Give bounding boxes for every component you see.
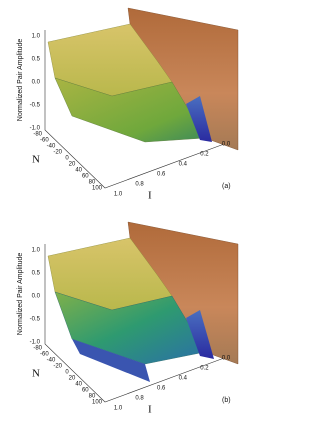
n-tick-label: -40 — [47, 144, 56, 150]
n-tick-label: -20 — [53, 150, 62, 156]
i-tick-label: 0.0 — [222, 142, 231, 148]
z-tick-label: 0.5 — [32, 271, 41, 277]
n-tick-label: 100 — [92, 186, 103, 192]
z-tick-label: 0.5 — [32, 57, 41, 63]
z-axis-label: Normalized Pair Amplitude — [17, 253, 24, 336]
z-tick-label: 0.0 — [32, 294, 41, 300]
panel-label: (b) — [222, 397, 231, 404]
n-tick-label: 0 — [65, 156, 69, 162]
n-tick-label: 20 — [69, 376, 76, 382]
z-axis-label: Normalized Pair Amplitude — [17, 39, 24, 122]
n-axis-label: N — [32, 368, 40, 380]
surface-a — [44, 7, 239, 189]
i-tick-label: 0.6 — [157, 172, 166, 178]
n-tick-label: 0 — [65, 370, 69, 376]
surface-b — [44, 221, 239, 403]
z-tick-label: -0.5 — [30, 103, 41, 109]
n-tick-label: -60 — [40, 352, 49, 358]
n-tick-label: 20 — [69, 162, 76, 168]
i-tick-label: 0.4 — [179, 376, 188, 382]
z-tick-label: -0.5 — [30, 317, 41, 323]
z-tick-label: 0.0 — [32, 80, 41, 86]
i-tick-label: 0.0 — [222, 356, 231, 362]
panel-label: (a) — [222, 183, 231, 190]
i-tick-label: 0.8 — [135, 182, 144, 188]
n-tick-label: 80 — [89, 394, 96, 400]
i-tick-label: 1.0 — [114, 192, 123, 198]
n-tick-label: -80 — [33, 346, 42, 352]
n-tick-label: 40 — [75, 382, 82, 388]
n-tick-label: -60 — [40, 138, 49, 144]
n-axis-label: N — [32, 154, 40, 166]
figure: Normalized Pair Amplitude 1.0 0.5 0.0 -0.5 -1… — [17, 7, 239, 416]
z-tick-label: -1.0 — [30, 126, 41, 132]
z-tick-label: 1.0 — [32, 248, 41, 254]
z-tick-label: -1.0 — [30, 340, 41, 346]
i-tick-label: 0.4 — [179, 162, 188, 168]
i-tick-label: 1.0 — [114, 406, 123, 412]
z-tick-label: 1.0 — [32, 34, 41, 40]
i-tick-label: 0.8 — [135, 396, 144, 402]
n-tick-label: -20 — [53, 364, 62, 370]
i-tick-label: 0.2 — [200, 366, 209, 372]
n-tick-label: 100 — [92, 400, 103, 406]
i-tick-label: 0.6 — [157, 386, 166, 392]
n-tick-label: 60 — [82, 388, 89, 394]
i-tick-label: 0.2 — [200, 152, 209, 158]
n-tick-label: 80 — [89, 180, 96, 186]
n-tick-label: -40 — [47, 358, 56, 364]
n-tick-label: 60 — [82, 174, 89, 180]
i-axis-label: I — [148, 404, 152, 416]
n-tick-label: -80 — [33, 132, 42, 138]
n-tick-label: 40 — [75, 168, 82, 174]
i-axis-label: I — [148, 190, 152, 202]
